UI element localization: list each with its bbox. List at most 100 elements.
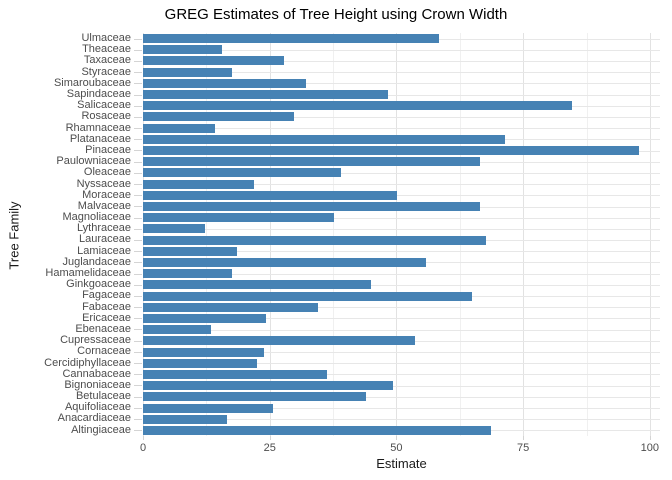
bar-anacardiaceae — [143, 414, 227, 424]
y-tick-mark — [134, 318, 142, 320]
category-label-sapindaceae: Sapindaceae — [0, 88, 143, 100]
y-tick-mark — [134, 184, 142, 186]
category-label-salicaceae: Salicaceae — [0, 100, 143, 111]
row-gridline — [143, 83, 660, 85]
x-tick-mark-75 — [523, 436, 525, 440]
category-label-pinaceae: Pinaceae — [0, 144, 143, 156]
plot-panel: 0 25 50 75 100 — [140, 33, 660, 454]
category-label-aquifoliaceae: Aquifoliaceae — [0, 402, 143, 413]
category-label-cupressaceae: Cupressaceae — [0, 335, 143, 346]
major-gridline-x-100 — [649, 33, 651, 436]
category-label-lauraceae: Lauraceae — [0, 234, 143, 245]
y-tick-mark — [134, 139, 142, 141]
category-label-rosaceae: Rosaceae — [0, 111, 143, 122]
major-gridline-x-50 — [396, 33, 398, 436]
category-label-styraceae: Styraceae — [0, 66, 143, 78]
bar-rosaceae — [143, 112, 294, 122]
category-label-ginkgoaceae: Ginkgoaceae — [0, 279, 143, 290]
bar-hamamelidaceae — [143, 269, 233, 279]
row-gridline — [143, 329, 660, 331]
category-label-juglandaceae: Juglandaceae — [0, 256, 143, 268]
y-tick-mark — [134, 307, 142, 309]
y-tick-mark — [134, 94, 142, 96]
category-label-cercidiphyllaceae: Cercidiphyllaceae — [0, 357, 143, 368]
bar-salicaceae — [143, 101, 573, 111]
y-tick-mark — [134, 284, 142, 286]
y-tick-mark — [134, 329, 142, 331]
minor-gridline-x-12.5 — [206, 33, 208, 436]
y-tick-mark — [134, 295, 142, 297]
row-gridline — [143, 217, 660, 219]
bar-cornaceae — [143, 347, 265, 357]
category-label-rhamnaceae: Rhamnaceae — [0, 122, 143, 134]
x-tick-label-50: 50 — [390, 442, 403, 454]
category-label-platanaceae: Platanaceae — [0, 133, 143, 145]
row-gridline — [143, 284, 660, 286]
category-label-ericaceae: Ericaceae — [0, 312, 143, 324]
category-label-fagaceae: Fagaceae — [0, 290, 143, 301]
minor-gridline-x-87.5 — [586, 33, 588, 436]
y-tick-mark — [134, 374, 142, 376]
category-label-cornaceae: Cornaceae — [0, 346, 143, 357]
row-gridline — [143, 419, 660, 421]
row-gridline — [143, 273, 660, 275]
row-gridline — [143, 128, 660, 130]
major-gridline-x-75 — [523, 33, 525, 436]
category-label-moraceae: Moraceae — [0, 189, 143, 201]
bar-bignoniaceae — [143, 381, 393, 391]
row-gridline — [143, 172, 660, 174]
row-gridline — [143, 228, 660, 230]
y-tick-mark — [134, 172, 142, 174]
major-gridline-x-0 — [143, 33, 144, 436]
bar-taxaceae — [143, 56, 284, 66]
row-gridline — [143, 363, 660, 365]
bar-styraceae — [143, 67, 232, 77]
y-axis-labels: Ulmaceae Theaceae Taxaceae Styraceae Simarou… — [0, 33, 143, 436]
y-tick-mark — [134, 116, 142, 118]
x-tick-label-100: 100 — [640, 442, 660, 454]
row-gridline — [143, 72, 660, 74]
bar-ericaceae — [143, 313, 267, 323]
bar-juglandaceae — [143, 257, 426, 267]
y-tick-mark — [134, 72, 142, 74]
y-tick-mark — [134, 239, 142, 241]
x-tick-label-0: 0 — [139, 442, 147, 454]
row-gridline — [143, 307, 660, 309]
bar-oleaceae — [143, 168, 341, 178]
y-tick-mark — [134, 150, 142, 152]
chart-title: GREG Estimates of Tree Height using Crow… — [164, 6, 508, 23]
bar-rhamnaceae — [143, 123, 216, 133]
y-tick-mark — [134, 128, 142, 130]
row-gridline — [143, 408, 660, 409]
bar-altingiaceae — [143, 425, 491, 435]
row-gridline — [143, 60, 660, 62]
bar-malvaceae — [143, 202, 481, 211]
category-label-malvaceae: Malvaceae — [0, 200, 143, 212]
category-label-taxaceae: Taxaceae — [0, 55, 143, 66]
category-label-anacardiaceae: Anacardiaceae — [0, 413, 143, 424]
category-label-altingiaceae: Altingiaceae — [0, 424, 143, 436]
row-gridline — [143, 184, 660, 186]
minor-gridline-x-37.5 — [333, 33, 335, 436]
row-gridline — [143, 195, 660, 197]
bar-nyssaceae — [143, 179, 254, 189]
bar-cupressaceae — [143, 336, 415, 346]
row-gridline — [143, 94, 660, 96]
y-tick-mark — [134, 385, 142, 387]
bar-ebenaceae — [143, 325, 211, 335]
bar-cannabaceae — [143, 369, 328, 379]
y-tick-mark — [134, 38, 142, 40]
row-gridline — [143, 374, 660, 376]
bar-moraceae — [143, 190, 398, 200]
x-axis-title: Estimate — [376, 456, 427, 471]
bar-cercidiphyllaceae — [143, 358, 258, 368]
y-tick-mark — [134, 83, 142, 85]
y-tick-mark — [134, 407, 142, 409]
category-label-theaceae: Theaceae — [0, 44, 143, 55]
x-tick-mark-0 — [143, 436, 144, 440]
y-tick-mark — [134, 251, 142, 253]
category-label-ebenaceae: Ebenaceae — [0, 323, 143, 335]
bar-aquifoliaceae — [143, 403, 273, 413]
row-gridline — [143, 251, 660, 253]
